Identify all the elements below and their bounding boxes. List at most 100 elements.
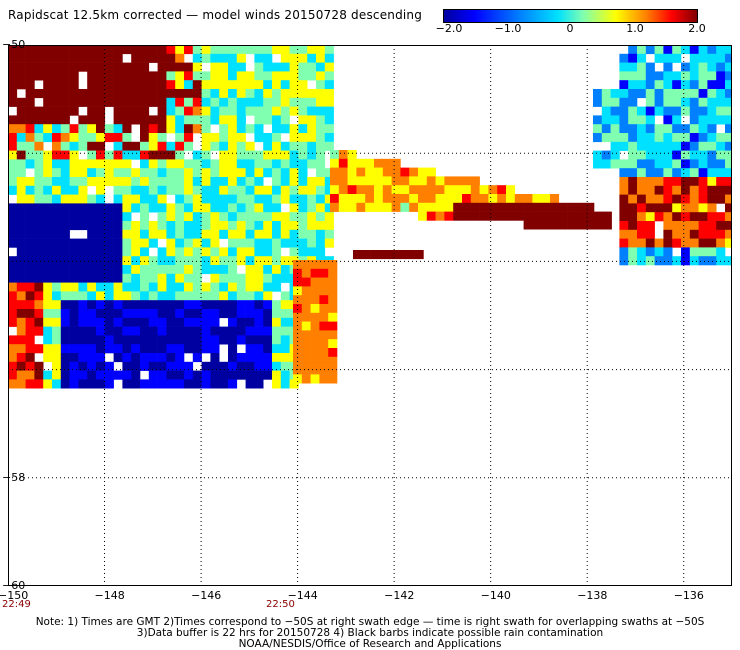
data-cell: [140, 150, 150, 160]
data-cell: [236, 106, 246, 116]
data-cell: [716, 141, 726, 151]
data-cell: [663, 97, 673, 107]
data-cell: [8, 221, 18, 231]
data-cell: [16, 212, 26, 222]
data-cell: [192, 273, 202, 283]
data-cell: [104, 379, 114, 389]
data-cell: [228, 379, 238, 389]
data-cell: [698, 194, 708, 204]
data-cell: [219, 80, 229, 90]
data-cell: [25, 159, 35, 169]
data-cell: [122, 62, 132, 72]
data-cell: [113, 194, 123, 204]
data-cell: [280, 159, 290, 169]
data-cell: [263, 317, 273, 327]
data-cell: [316, 194, 326, 204]
data-cell: [16, 177, 26, 187]
data-cell: [628, 203, 638, 213]
data-cell: [672, 53, 682, 63]
data-cell: [228, 89, 238, 99]
data-cell: [681, 159, 691, 169]
data-cell: [310, 268, 320, 278]
data-cell: [157, 335, 167, 345]
data-cell: [245, 238, 255, 248]
data-cell: [157, 89, 167, 99]
data-cell: [184, 141, 194, 151]
data-cell: [328, 348, 338, 358]
data-cell: [166, 141, 176, 151]
data-cell: [219, 326, 229, 336]
data-cell: [166, 326, 176, 336]
data-cell: [254, 150, 264, 160]
data-cell: [175, 168, 185, 178]
data-cell: [663, 133, 673, 143]
data-cell: [166, 62, 176, 72]
data-cell: [272, 282, 282, 292]
data-cell: [34, 238, 44, 248]
data-cell: [184, 256, 194, 266]
data-cell: [157, 282, 167, 292]
data-cell: [645, 115, 655, 125]
data-cell: [131, 53, 141, 63]
data-cell: [316, 177, 326, 187]
data-cell: [324, 168, 334, 178]
data-cell: [245, 203, 255, 213]
data-cell: [113, 309, 123, 319]
data-cell: [645, 159, 655, 169]
data-cell: [148, 361, 158, 371]
data-cell: [122, 238, 132, 248]
data-cell: [681, 62, 691, 72]
data-cell: [324, 115, 334, 125]
data-cell: [25, 194, 35, 204]
data-cell: [550, 211, 560, 221]
data-cell: [228, 282, 238, 292]
data-cell: [725, 221, 732, 231]
data-cell: [192, 221, 202, 231]
data-cell: [228, 256, 238, 266]
data-cell: [60, 265, 70, 275]
data-cell: [637, 221, 647, 231]
data-cell: [16, 106, 26, 116]
data-cell: [113, 335, 123, 345]
data-cell: [78, 124, 88, 134]
data-cell: [254, 370, 264, 380]
data-cell: [293, 295, 303, 305]
data-cell: [122, 89, 132, 99]
data-cell: [319, 295, 329, 305]
data-cell: [210, 361, 220, 371]
data-cell: [245, 379, 255, 389]
data-cell: [201, 229, 211, 239]
data-cell: [236, 150, 246, 160]
data-cell: [140, 185, 150, 195]
data-cell: [254, 353, 264, 363]
data-cell: [272, 150, 282, 160]
data-cell: [131, 309, 141, 319]
data-cell: [87, 265, 97, 275]
data-cell: [201, 203, 211, 213]
data-cell: [293, 260, 303, 270]
data-cell: [34, 379, 44, 389]
data-cell: [280, 379, 290, 389]
data-cell: [628, 71, 638, 81]
data-cell: [96, 370, 106, 380]
data-cell: [148, 141, 158, 151]
data-cell: [672, 150, 682, 160]
data-cell: [254, 89, 264, 99]
data-cell: [698, 62, 708, 72]
data-cell: [254, 379, 264, 389]
data-cell: [272, 133, 282, 143]
data-cell: [645, 62, 655, 72]
data-cell: [707, 141, 717, 151]
data-cell: [328, 304, 338, 314]
data-cell: [25, 133, 35, 143]
data-cell: [210, 300, 220, 310]
data-cell: [131, 335, 141, 345]
data-cell: [122, 159, 132, 169]
data-cell: [122, 212, 132, 222]
data-cell: [69, 203, 79, 213]
data-cell: [254, 194, 264, 204]
data-cell: [637, 53, 647, 63]
data-cell: [324, 194, 334, 204]
data-cell: [725, 194, 732, 204]
data-cell: [60, 238, 70, 248]
